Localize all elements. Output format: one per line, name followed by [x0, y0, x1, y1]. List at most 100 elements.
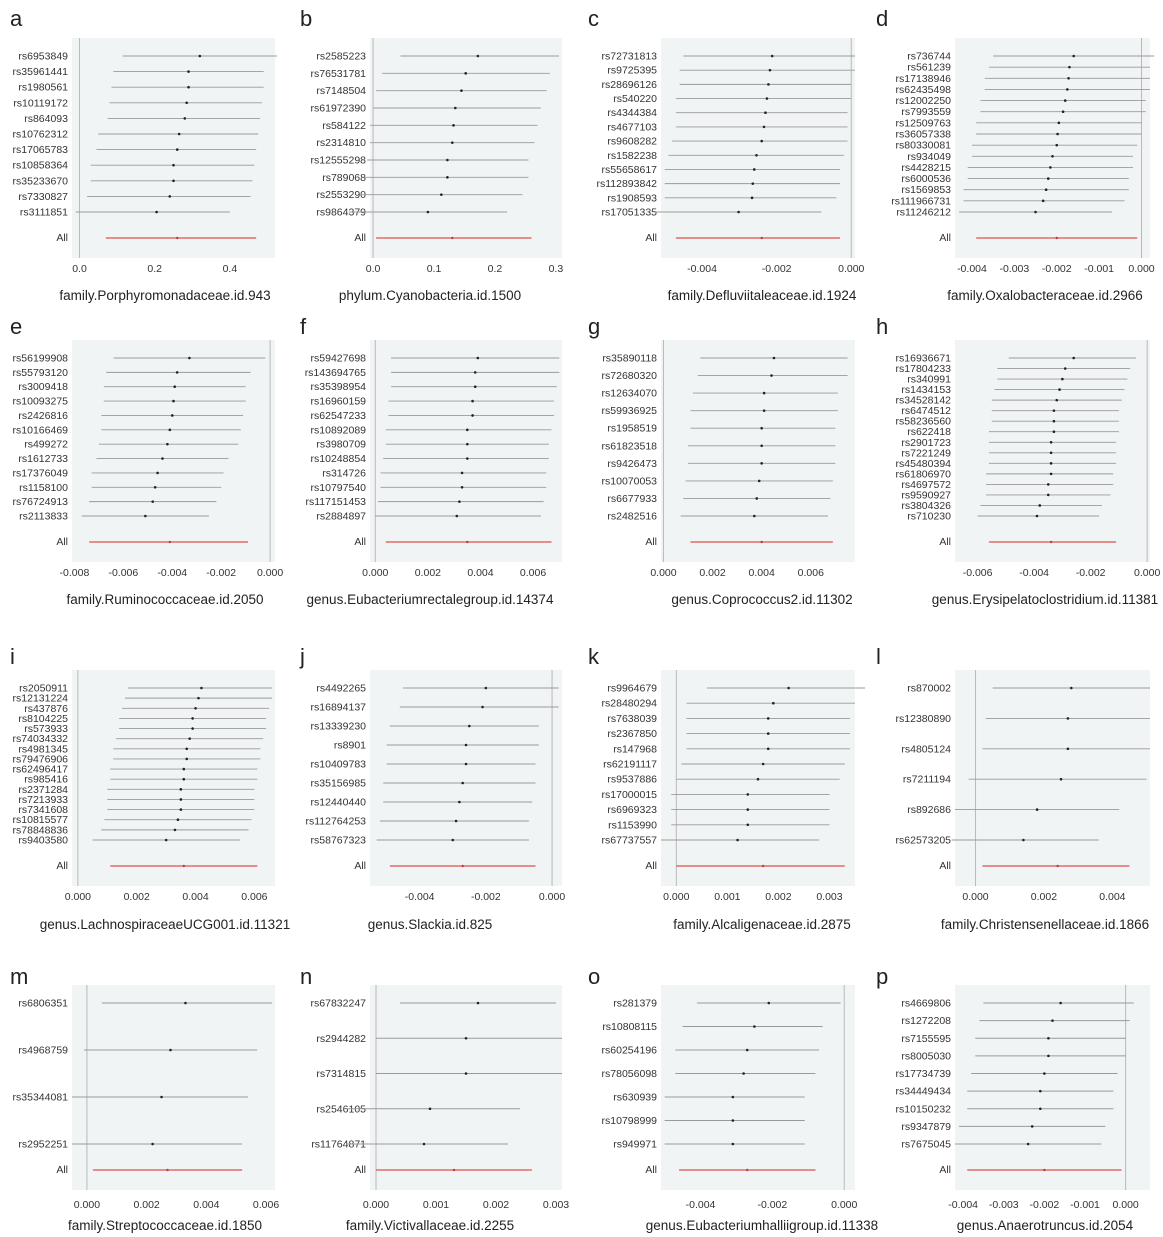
snp-estimate-point [182, 767, 186, 771]
plot-background [661, 340, 855, 562]
snp-label: rs62573205 [896, 835, 952, 847]
snp-label: rs10119172 [13, 97, 68, 109]
panel-title: genus.LachnospiraceaeUCG001.id.11321 [40, 917, 290, 932]
snp-estimate-point [1070, 686, 1073, 690]
snp-label: rs72731813 [602, 51, 658, 63]
snp-label: rs4805124 [901, 743, 951, 755]
summary-estimate-point [168, 540, 172, 544]
panel-letter: l [876, 644, 881, 669]
forest-panel-c: c rs72731813 rs9725395 rs28696126 rs540220 rs… [588, 6, 865, 303]
snp-estimate-point [1052, 419, 1056, 423]
snp-label: rs1958519 [607, 423, 657, 435]
snp-label: rs78848836 [13, 824, 69, 836]
snp-estimate-point [746, 823, 750, 827]
snp-label: rs8104225 [18, 713, 68, 725]
snp-estimate-point [762, 409, 766, 412]
snp-label: rs6969323 [607, 804, 657, 816]
x-tick-label: 0.4 [223, 263, 238, 275]
snp-estimate-point [760, 426, 763, 430]
x-tick-label: 0.002 [133, 1199, 159, 1211]
snp-label: rs28696126 [602, 79, 658, 91]
forest-panel-o: o rs281379 rs10808115 rs60254196 rs78056098 r… [588, 964, 878, 1233]
snp-label: rs35233670 [13, 175, 69, 187]
snp-label: rs4344384 [607, 107, 657, 119]
summary-estimate-point [761, 864, 765, 868]
summary-label: All [354, 860, 366, 872]
panel-title: family.Defluviitaleaceae.id.1924 [668, 288, 857, 303]
snp-label: rs1612733 [18, 453, 68, 465]
plot-background [955, 670, 1150, 886]
snp-estimate-point [451, 838, 455, 842]
snp-estimate-point [166, 442, 169, 446]
snp-label: rs34528142 [896, 395, 952, 407]
forest-panel-m: m rs6806351 rs4968759 rs35344081 rs2952251 Al… [10, 964, 279, 1233]
snp-estimate-point [1052, 409, 1056, 412]
panel-title: family.Alcaligenaceae.id.2875 [673, 917, 851, 932]
plot-background [955, 985, 1150, 1190]
x-tick-label: -0.002 [1029, 1199, 1059, 1211]
snp-label: rs12002250 [896, 95, 952, 107]
panel-letter: d [876, 6, 888, 31]
snp-estimate-point [1046, 483, 1050, 486]
snp-label: rs16960159 [311, 396, 367, 408]
snp-estimate-point [1039, 1089, 1042, 1093]
snp-label: rs12555298 [311, 155, 367, 167]
x-tick-label: 0.000 [838, 263, 864, 275]
snp-estimate-point [185, 757, 189, 761]
x-tick-label: 0.002 [1031, 891, 1057, 903]
snp-estimate-point [1044, 188, 1048, 192]
panel-letter: c [588, 6, 599, 31]
snp-estimate-point [175, 371, 179, 374]
snp-estimate-point [200, 686, 203, 690]
snp-label: rs1582238 [607, 150, 657, 162]
snp-label: rs561239 [907, 62, 951, 74]
panel-letter: b [300, 6, 312, 31]
snp-estimate-point [1049, 472, 1053, 476]
x-tick-label: -0.004 [157, 567, 187, 579]
snp-estimate-point [476, 54, 480, 58]
snp-estimate-point [752, 168, 756, 171]
snp-label: rs2113833 [19, 511, 68, 523]
snp-label: rs7213933 [18, 794, 68, 806]
plot-background [955, 340, 1150, 562]
snp-label: rs10798999 [602, 1115, 658, 1127]
x-tick-label: -0.004 [1019, 567, 1049, 579]
snp-label: rs61806970 [896, 468, 952, 480]
summary-label: All [645, 536, 657, 548]
snp-estimate-point [1046, 177, 1050, 180]
snp-label: rs143694765 [305, 367, 366, 379]
snp-estimate-point [454, 819, 458, 823]
snp-estimate-point [156, 471, 159, 475]
forest-panel-f: f rs59427698 rs143694765 rs35398954 rs169601… [300, 314, 562, 607]
x-tick-label: 0.003 [543, 1199, 569, 1211]
snp-label: rs74034332 [13, 733, 69, 745]
snp-estimate-point [179, 808, 183, 811]
summary-label: All [56, 232, 68, 244]
snp-estimate-point [446, 158, 449, 162]
snp-label: rs10409783 [311, 759, 367, 771]
snp-estimate-point [184, 1001, 187, 1005]
snp-label: rs62191117 [603, 759, 657, 771]
x-tick-label: 0.000 [74, 1199, 100, 1211]
snp-label: rs3111851 [20, 207, 68, 219]
summary-label: All [56, 536, 68, 548]
panel-title: genus.Eubacteriumrectalegroup.id.14374 [307, 592, 554, 607]
panel-title: family.Streptococcaceae.id.1850 [68, 1218, 262, 1233]
snp-label: rs35398954 [311, 381, 367, 393]
summary-label: All [645, 860, 657, 872]
snp-estimate-point [742, 1072, 745, 1075]
snp-estimate-point [753, 1025, 756, 1028]
snp-estimate-point [764, 111, 767, 115]
x-tick-label: -0.004 [948, 1199, 978, 1211]
snp-estimate-point [468, 724, 471, 728]
snp-estimate-point [1043, 1072, 1046, 1075]
snp-estimate-point [168, 195, 172, 198]
snp-estimate-point [766, 717, 770, 720]
panel-title: family.Oxalobacteraceae.id.2966 [947, 288, 1143, 303]
snp-estimate-point [170, 414, 174, 417]
snp-estimate-point [172, 163, 175, 167]
snp-label: rs111966731 [891, 195, 951, 207]
snp-label: rs59427698 [311, 353, 367, 365]
snp-estimate-point [746, 793, 750, 796]
forest-panel-e: e rs56199908 rs55793120 rs3009418 rs10093275… [10, 314, 283, 607]
